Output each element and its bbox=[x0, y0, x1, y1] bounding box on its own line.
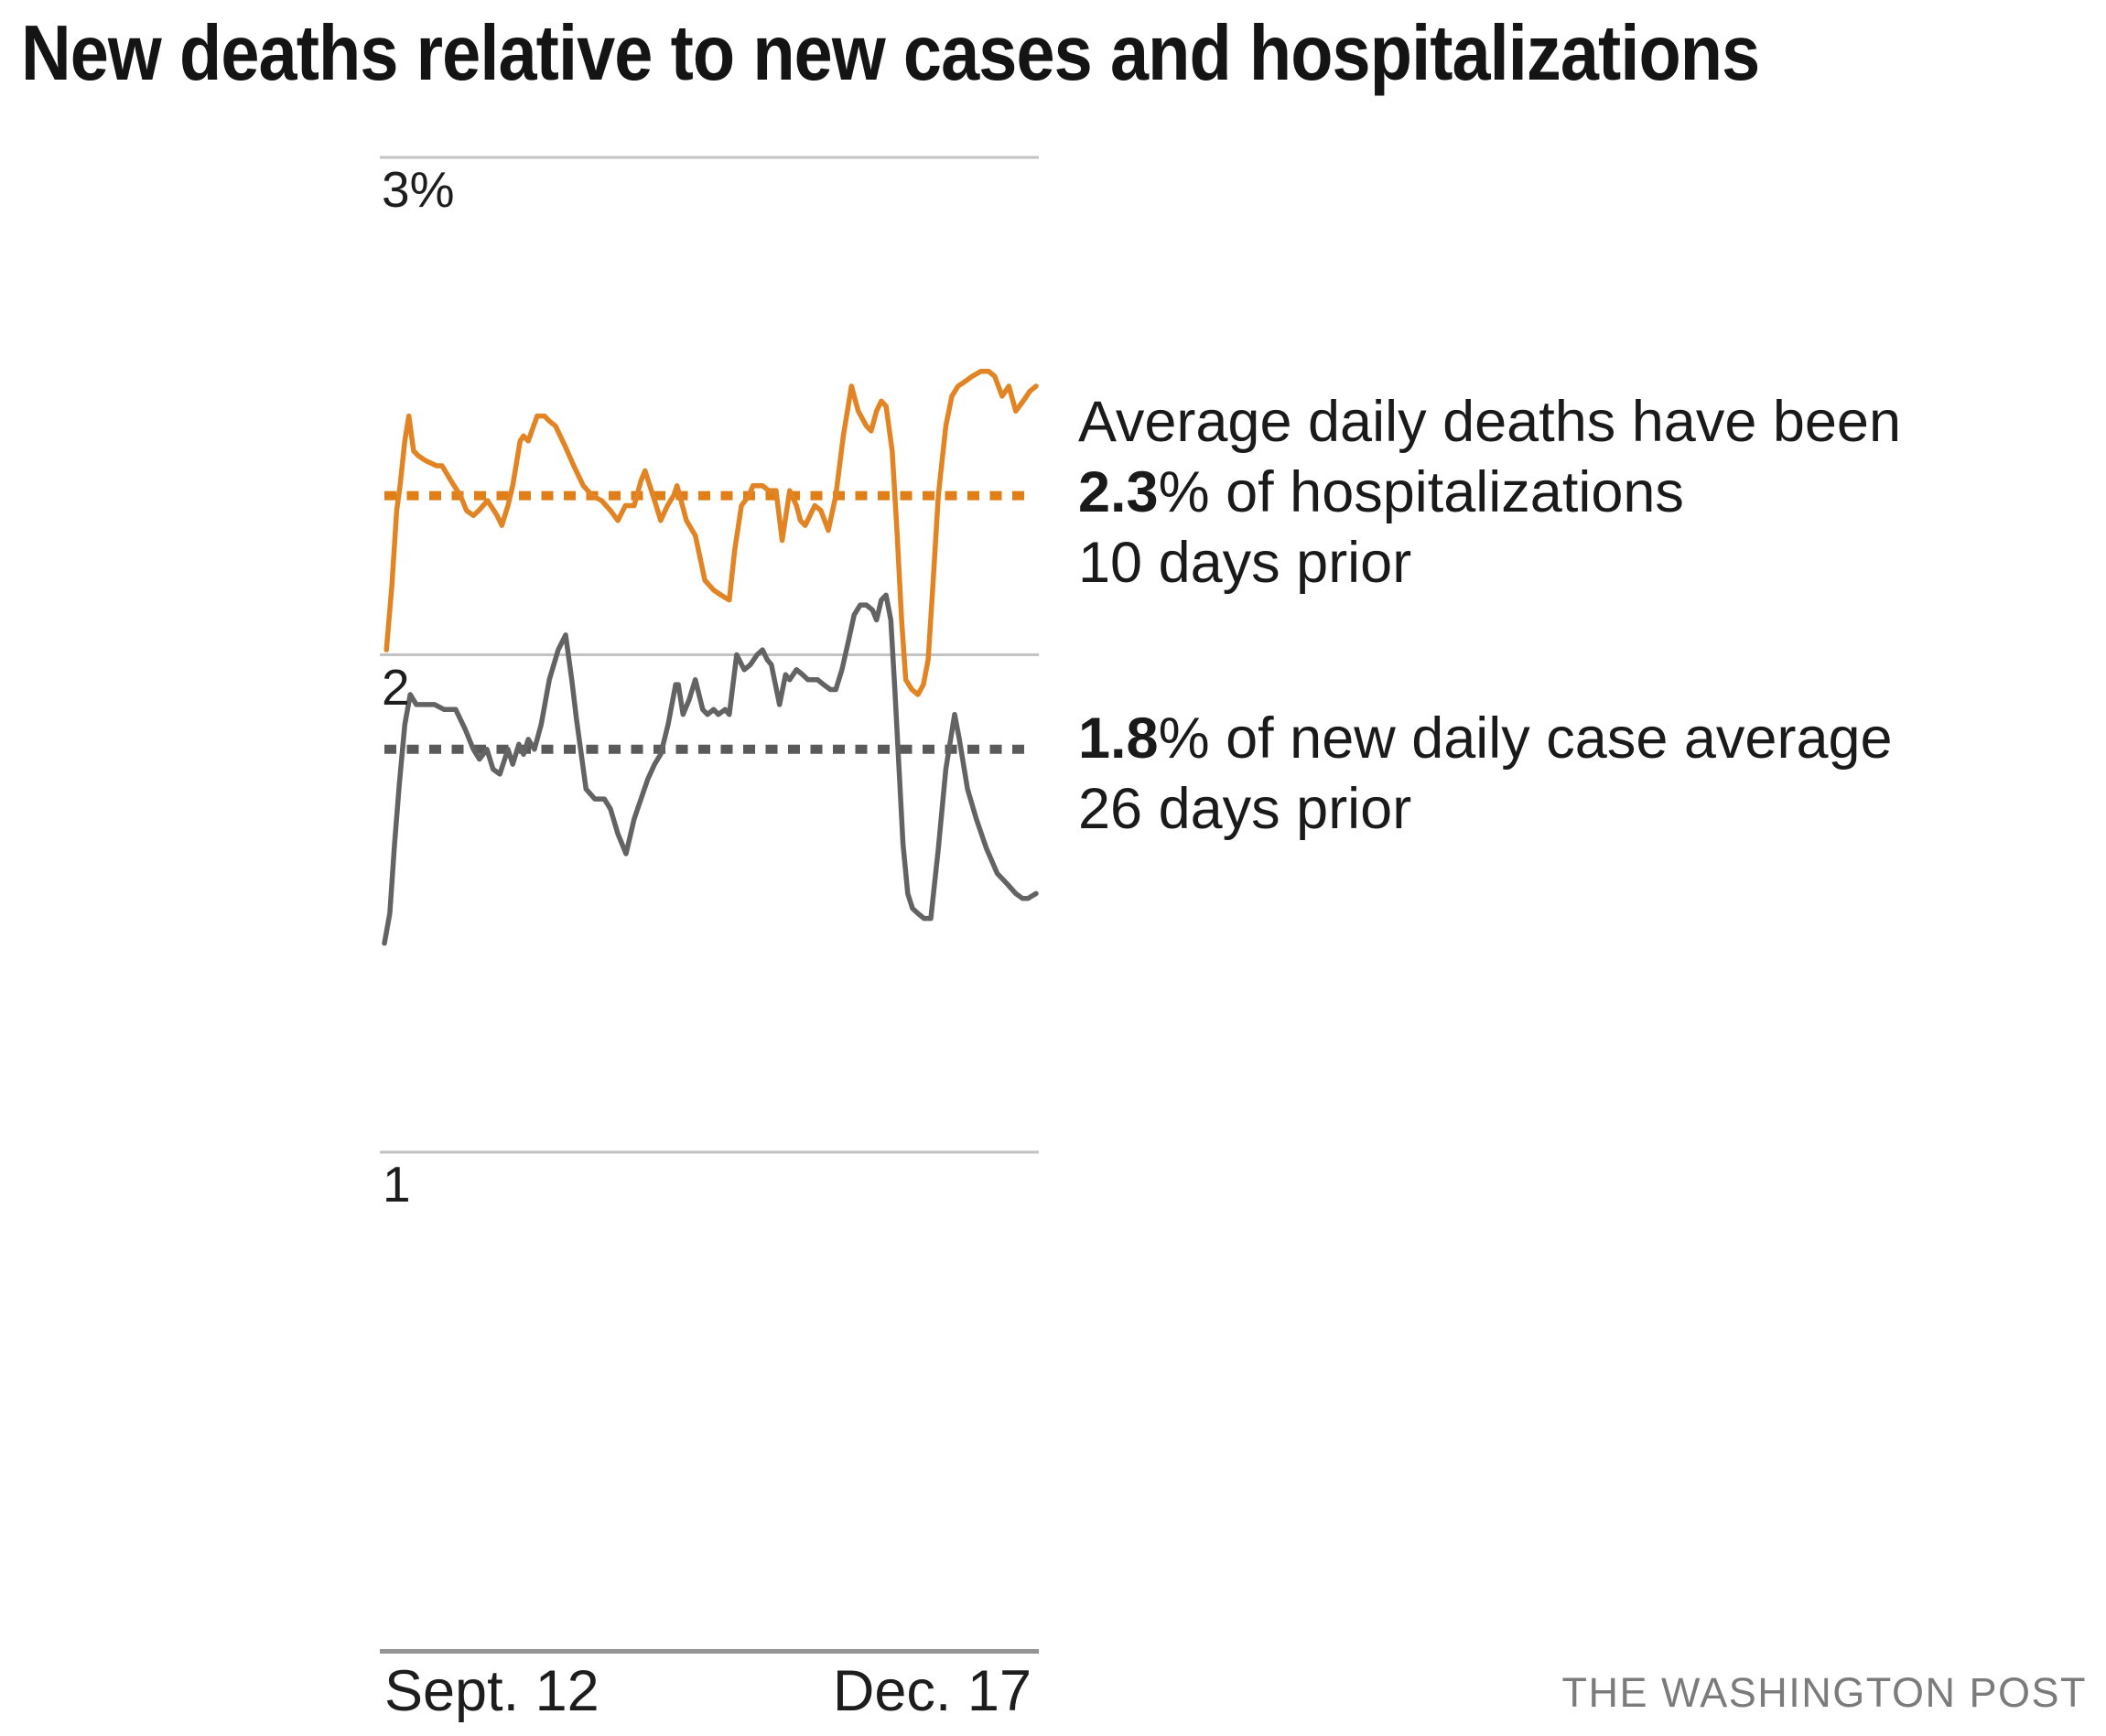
annotation-cases-line2: 26 days prior bbox=[1078, 777, 1412, 841]
annotation-hospitalizations: Average daily deaths have been 2.3% of h… bbox=[1078, 387, 1901, 598]
page-title: New deaths relative to new cases and hos… bbox=[21, 10, 1760, 97]
annotation-cases-line1-rest: % of new daily case average bbox=[1158, 706, 1893, 771]
y-axis-tick-2: 2 bbox=[382, 659, 410, 716]
x-axis-label-start: Sept. 12 bbox=[384, 1659, 599, 1723]
series-line-cases bbox=[382, 592, 1039, 946]
annotation-hospitalizations-line2: 2.3% of hospitalizations bbox=[1078, 458, 1901, 528]
annotation-hospitalizations-line3: 10 days prior bbox=[1078, 531, 1412, 595]
series-line-hospitalizations bbox=[383, 368, 1039, 697]
source-credit: THE WASHINGTON POST bbox=[1561, 1669, 2087, 1716]
y-axis-tick-1: 1 bbox=[383, 1156, 411, 1213]
annotation-cases-line1: 1.8% of new daily case average bbox=[1078, 704, 1893, 774]
x-axis-label-end: Dec. 17 bbox=[832, 1659, 1031, 1723]
annotation-hospitalizations-value: 2.3 bbox=[1078, 460, 1159, 524]
y-axis-tick-3pct: 3% bbox=[382, 161, 455, 218]
annotation-hospitalizations-line1: Average daily deaths have been bbox=[1078, 390, 1902, 454]
annotation-hospitalizations-line2-rest: % of hospitalizations bbox=[1158, 460, 1684, 524]
annotation-cases-value: 1.8 bbox=[1078, 706, 1159, 771]
annotation-cases: 1.8% of new daily case average 26 days p… bbox=[1078, 704, 1893, 845]
